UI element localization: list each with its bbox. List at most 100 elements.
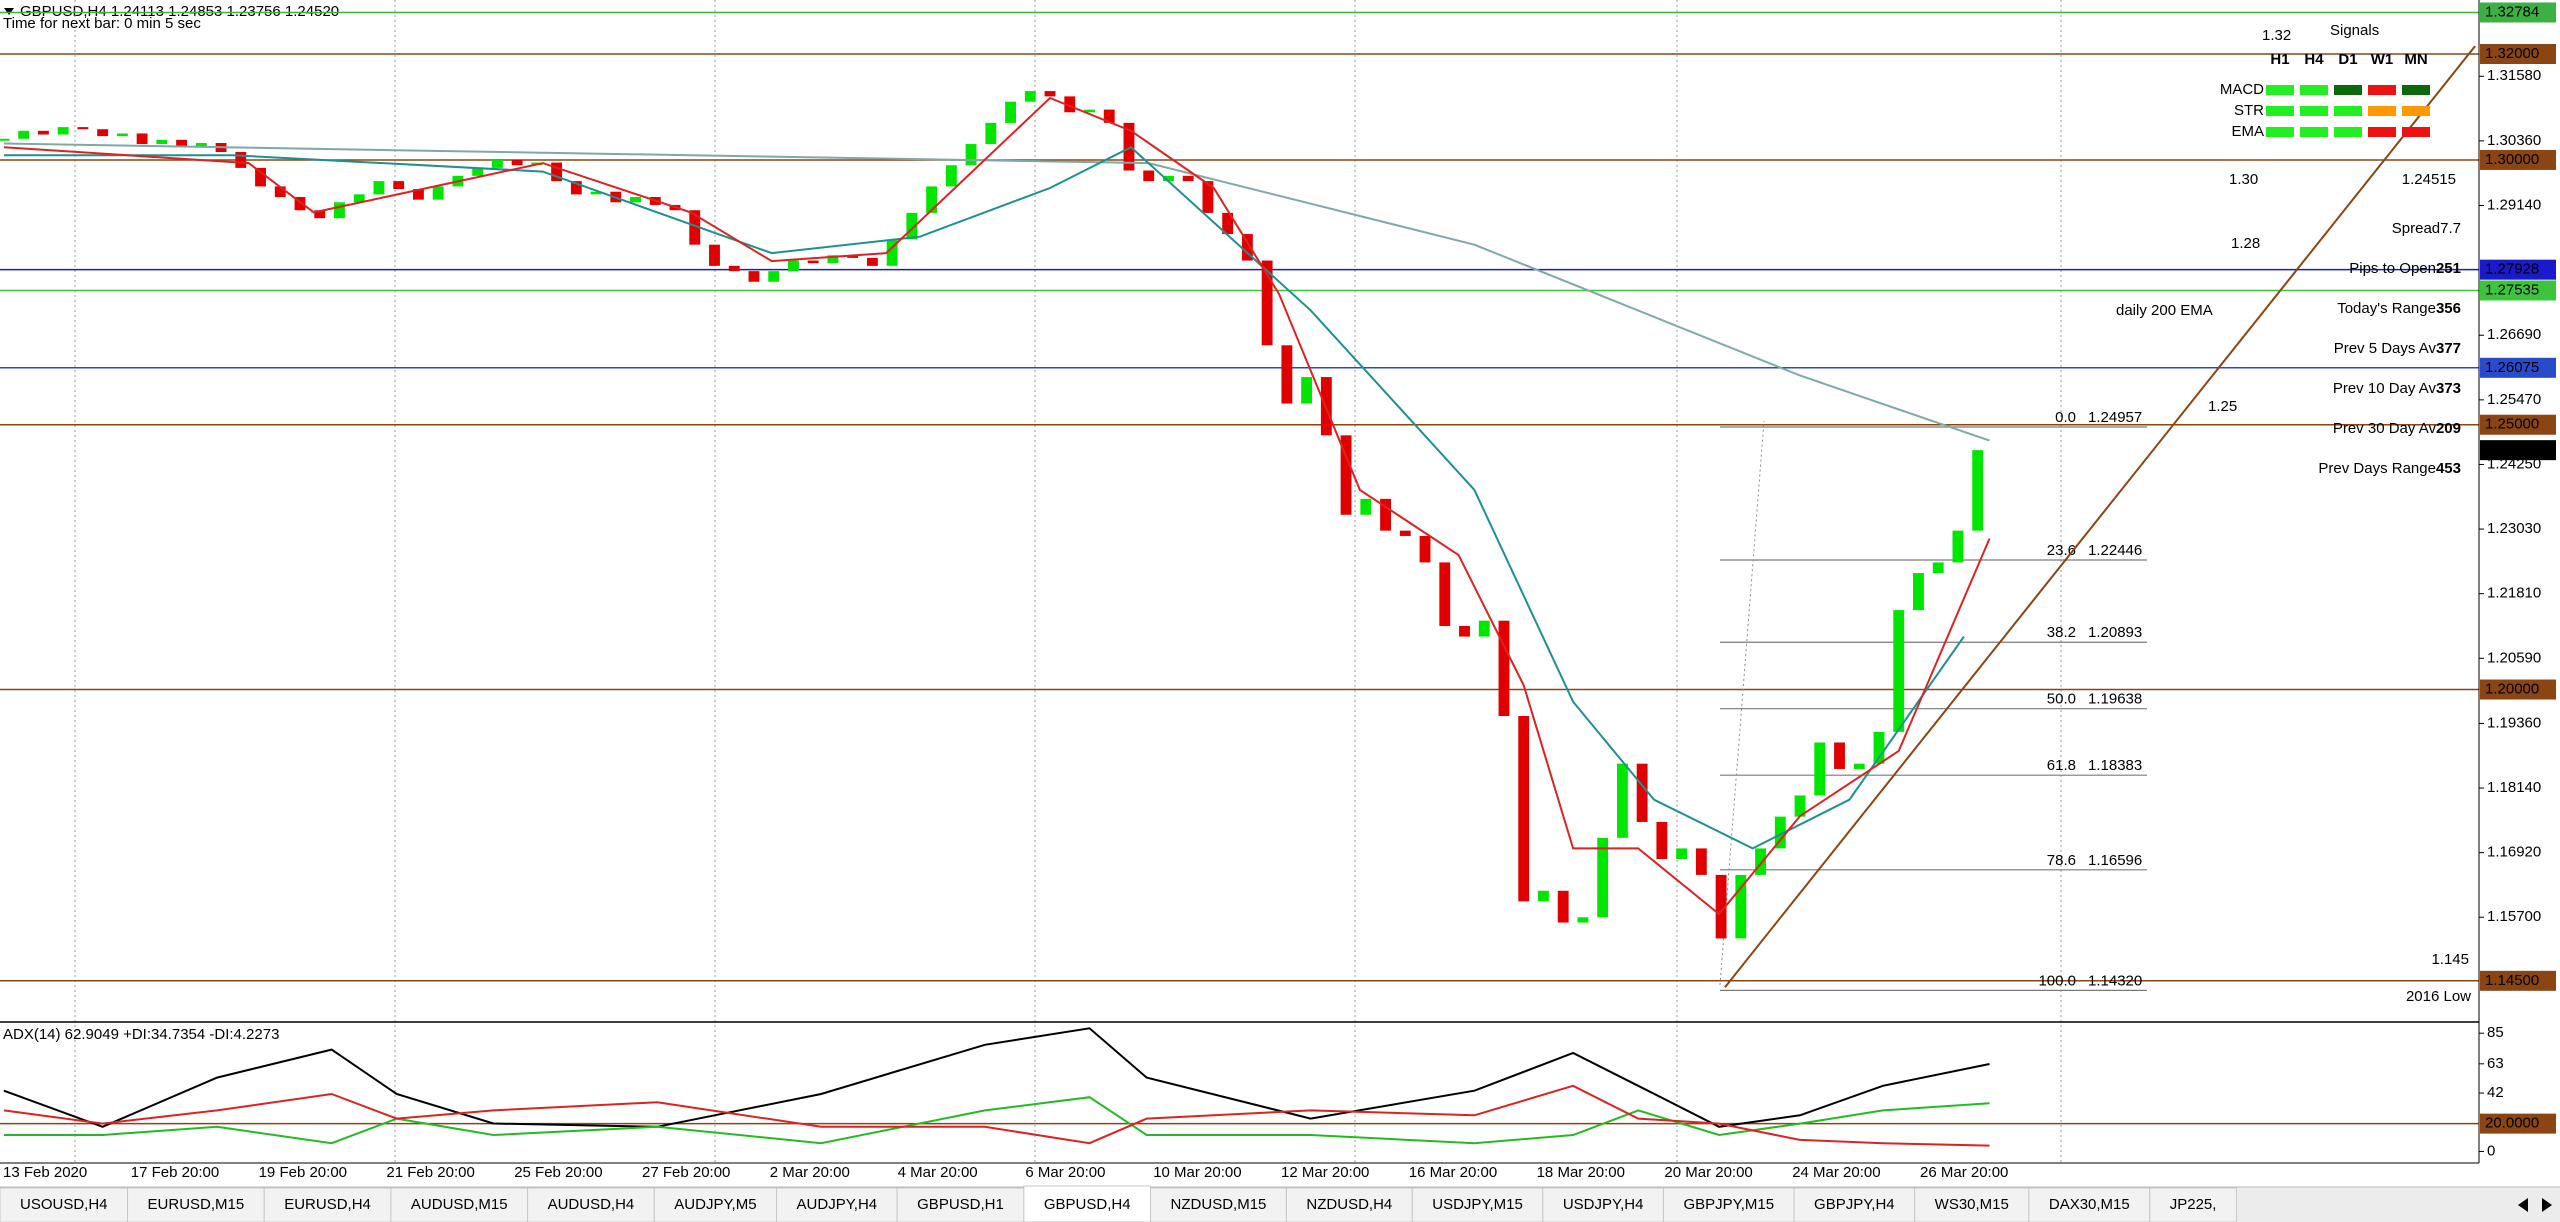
tab-label[interactable]: WS30,M15 [1935,1196,2009,1213]
tab[interactable]: GBPUSD,H1 [896,1187,1025,1222]
level-label: 1.27535 [2485,281,2539,298]
candle [116,133,128,137]
tab-background[interactable] [1411,1187,1544,1222]
tab-scroll-right[interactable] [2542,1198,2552,1212]
y-tick-label: 1.30360 [2487,132,2541,149]
tab-label[interactable]: EURUSD,H4 [284,1196,371,1213]
tab-background[interactable] [390,1187,529,1222]
x-tick-label: 2 Mar 20:00 [770,1164,850,1181]
tab[interactable]: USDJPY,M15 [1411,1187,1544,1222]
tab-label[interactable]: NZDUSD,M15 [1171,1196,1267,1213]
tab-label[interactable]: USDJPY,H4 [1563,1196,1644,1213]
tab[interactable]: WS30,M15 [1914,1187,2030,1222]
tab-background[interactable] [776,1187,898,1222]
current-price: 1.24515 [2402,171,2456,188]
candle [1261,260,1273,346]
tab[interactable]: JP225, [2149,1187,2237,1222]
candle [748,271,760,282]
tab-background[interactable] [1793,1187,1916,1222]
y-tick-label: 1.29140 [2487,196,2541,213]
tab-label[interactable]: AUDUSD,M15 [411,1196,508,1213]
tab-scroll-left[interactable] [2518,1198,2528,1212]
candle [1005,101,1016,123]
tab-background[interactable] [2149,1187,2237,1222]
candle [847,255,859,258]
tab[interactable]: EURUSD,H4 [263,1187,392,1222]
tab[interactable]: USOUSD,H4 [0,1187,129,1222]
level-label: 1.20000 [2485,681,2539,698]
tab-background[interactable] [653,1187,778,1222]
signal-cell [2402,127,2430,137]
y-tick-label: 1.15700 [2487,908,2541,925]
tab-label[interactable]: GBPUSD,H1 [917,1196,1004,1213]
candle [1241,234,1253,261]
tab-label[interactable]: DAX30,M15 [2049,1196,2130,1213]
tab-background[interactable] [1150,1187,1287,1222]
tab-label[interactable]: GBPJPY,M15 [1683,1196,1774,1213]
candle [1084,109,1095,113]
tab-label[interactable]: EURUSD,M15 [148,1196,245,1213]
tab[interactable]: AUDJPY,M5 [653,1187,778,1222]
candle [1715,874,1727,939]
stat-value: 377 [2436,340,2461,357]
fib-price: 1.20893 [2088,624,2142,641]
x-tick-label: 25 Feb 20:00 [514,1164,602,1181]
tab[interactable]: EURUSD,M15 [127,1187,265,1222]
candle [1301,377,1313,404]
tab-label[interactable]: GBPJPY,H4 [1814,1196,1895,1213]
tab-label[interactable]: USOUSD,H4 [20,1196,108,1213]
x-tick-label: 18 Mar 20:00 [1537,1164,1625,1181]
signal-row: STR [2234,102,2264,119]
stat-label: Pips to Open [2349,260,2436,277]
tab-background[interactable] [1023,1185,1152,1222]
x-tick-label: 13 Feb 2020 [3,1164,87,1181]
tab-background[interactable] [1542,1187,1664,1222]
indicator-line [3,1084,1990,1147]
tab-label[interactable]: USDJPY,M15 [1432,1196,1523,1213]
tab[interactable]: GBPJPY,M15 [1662,1187,1795,1222]
tab-label[interactable]: JP225, [2170,1196,2217,1213]
candle [334,202,345,219]
candle [926,186,938,213]
tab[interactable]: AUDUSD,H4 [527,1187,655,1222]
tab-background[interactable] [896,1187,1025,1222]
candle [1182,175,1194,182]
tab[interactable]: GBPUSD,H4 [1023,1185,1152,1222]
candle [1814,742,1826,796]
candle [630,197,641,203]
level-tag [2480,357,2556,378]
candle [1044,91,1056,97]
x-tick-label: 12 Mar 20:00 [1281,1164,1369,1181]
x-tick-label: 6 Mar 20:00 [1025,1164,1105,1181]
signal-column: H1 [2270,51,2289,68]
tab-label[interactable]: NZDUSD,H4 [1306,1196,1392,1213]
tab[interactable]: DAX30,M15 [2028,1187,2151,1222]
candle [1538,890,1549,902]
candle [945,165,957,187]
tab-label[interactable]: AUDUSD,H4 [548,1196,635,1213]
tab-label[interactable]: AUDJPY,H4 [797,1196,878,1213]
x-tick-label: 19 Feb 20:00 [259,1164,347,1181]
y-tick-label: 1.25470 [2487,391,2541,408]
tab[interactable]: GBPJPY,H4 [1793,1187,1916,1222]
tab-label[interactable]: AUDJPY,M5 [674,1196,756,1213]
tab-background[interactable] [263,1187,392,1222]
tab-background[interactable] [1914,1187,2030,1222]
tab-label[interactable]: GBPUSD,H4 [1044,1196,1131,1213]
tab-background[interactable] [127,1187,265,1222]
tab[interactable]: NZDUSD,H4 [1285,1187,1413,1222]
candle [195,142,207,147]
tab[interactable]: AUDJPY,H4 [776,1187,898,1222]
tab-background[interactable] [1285,1187,1413,1222]
fib-price: 1.14320 [2088,972,2142,989]
candle [1024,91,1036,102]
candle [1419,535,1431,563]
tab[interactable]: AUDUSD,M15 [390,1187,529,1222]
candle [18,130,30,139]
tab-background[interactable] [0,1187,129,1222]
tab[interactable]: NZDUSD,M15 [1150,1187,1287,1222]
candle [1557,890,1569,923]
y-tick-label: 42 [2487,1084,2504,1101]
tab[interactable]: USDJPY,H4 [1542,1187,1664,1222]
